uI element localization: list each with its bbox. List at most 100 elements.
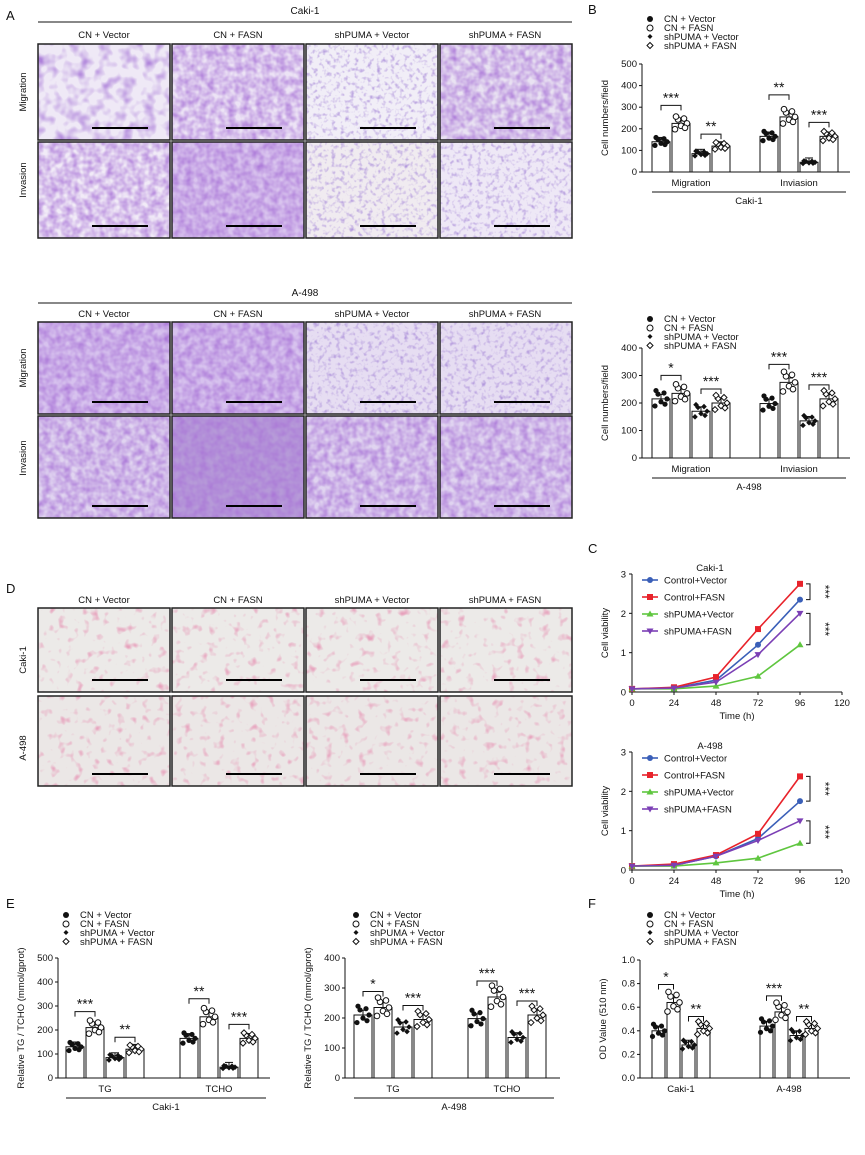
micrograph-d-a498-1 — [37, 695, 171, 787]
data-point — [190, 1039, 196, 1045]
data-point — [364, 1018, 370, 1024]
y-tick-label: 0 — [621, 866, 626, 877]
legend-label: CN + Vector — [664, 314, 715, 325]
data-point — [422, 1009, 430, 1018]
data-point — [186, 1037, 192, 1043]
panel-a-a498-col-1: CN + Vector — [78, 309, 129, 320]
data-point — [680, 1037, 687, 1044]
data-point — [414, 1007, 422, 1016]
panel-a-a498-col-4: shPUMA + FASN — [469, 309, 542, 320]
significance-label: * — [668, 359, 674, 375]
data-point — [790, 1029, 797, 1035]
micrograph-d-caki-4 — [439, 607, 573, 693]
legend-marker — [647, 334, 653, 339]
panel-a-caki-col-1: CN + Vector — [78, 30, 129, 41]
data-point — [757, 1029, 764, 1035]
x-tick-label: 120 — [834, 876, 850, 887]
x-tick-label: 0 — [629, 876, 634, 887]
y-tick-label: 100 — [621, 145, 637, 156]
legend-label: shPUMA + FASN — [80, 937, 153, 948]
data-point — [797, 798, 803, 805]
data-point — [793, 1034, 800, 1041]
data-point — [671, 397, 679, 405]
panel-d-col-2: CN + FASN — [213, 595, 262, 606]
data-point — [209, 1019, 217, 1026]
data-point — [711, 145, 719, 153]
significance-label: *** — [818, 622, 832, 636]
chart-b-caki: 0 100 200 300 400 500 Cell numbers/field Migrat… — [600, 14, 850, 207]
significance-label: *** — [663, 89, 680, 105]
data-point — [661, 1028, 668, 1034]
data-point — [796, 818, 804, 825]
significance-bracket — [516, 1000, 538, 1006]
data-point — [480, 1016, 486, 1022]
data-point — [658, 140, 664, 146]
data-point — [763, 1026, 770, 1032]
data-point — [689, 1045, 696, 1051]
y-tick-label: 400 — [324, 953, 340, 964]
panel-d-micrographs: CN + Vector CN + FASN shPUMA + Vector sh… — [18, 595, 573, 787]
data-point — [797, 773, 803, 780]
data-point — [796, 641, 804, 648]
data-point — [770, 136, 776, 143]
data-point — [671, 125, 679, 133]
x-tick-label: 120 — [834, 698, 850, 709]
data-point — [85, 1030, 93, 1037]
x-tick-label: 72 — [753, 876, 764, 887]
data-point — [664, 396, 670, 402]
legend-label: CN + FASN — [80, 919, 129, 930]
micrograph-caki-invasion-2 — [171, 141, 305, 239]
legend-label: shPUMA+Vector — [664, 610, 734, 621]
legend-label: shPUMA + FASN — [664, 937, 737, 948]
data-point — [658, 399, 664, 405]
category-label: TCHO — [206, 1084, 233, 1095]
significance-label: * — [370, 976, 376, 992]
data-point — [702, 412, 708, 419]
significance-bracket — [362, 991, 384, 997]
data-point — [682, 1039, 689, 1046]
data-point — [797, 580, 803, 587]
legend-label: CN + FASN — [664, 323, 713, 334]
micrograph-caki-invasion-3 — [305, 141, 439, 239]
significance-label: *** — [479, 965, 496, 981]
data-point — [354, 1019, 360, 1026]
legend-label: shPUMA + FASN — [664, 41, 737, 52]
data-point — [787, 1037, 794, 1044]
legend-label: shPUMA + Vector — [664, 332, 739, 343]
data-point — [701, 403, 707, 410]
data-point — [704, 408, 710, 415]
y-axis-label: Cell viability — [600, 786, 611, 836]
data-point — [801, 1030, 810, 1039]
legend-label: Control+FASN — [664, 593, 725, 604]
data-point — [674, 1005, 681, 1013]
y-tick-label: 0.0 — [622, 1073, 635, 1084]
data-point — [692, 153, 698, 159]
data-point — [692, 414, 698, 420]
significance-bracket — [700, 388, 722, 394]
category-label: A-498 — [776, 1084, 801, 1095]
data-point — [755, 830, 761, 837]
data-point — [67, 1039, 73, 1046]
chart-c-a498: 0 1 2 3 0 24 48 72 96 120 Time (h) Cell viability A-… — [600, 741, 850, 900]
category-label: Inviasion — [780, 464, 818, 475]
data-point — [680, 383, 688, 391]
data-point — [721, 404, 729, 412]
data-point — [239, 1039, 247, 1047]
data-point — [520, 1034, 526, 1041]
panel-d-col-1: CN + Vector — [78, 595, 129, 606]
data-point — [796, 839, 804, 846]
data-point — [691, 1042, 698, 1048]
data-point — [782, 1014, 789, 1022]
data-point — [754, 672, 762, 679]
y-tick-label: 200 — [621, 124, 637, 135]
legend-marker — [647, 16, 653, 22]
data-point — [423, 1021, 431, 1029]
micrograph-caki-invasion-4 — [439, 141, 573, 239]
data-point — [803, 415, 809, 421]
legend-marker — [647, 755, 653, 761]
data-point — [249, 1038, 257, 1046]
data-point — [806, 419, 812, 426]
y-tick-label: 3 — [621, 748, 626, 759]
y-axis-label: Relative TG / TCHO (mmol/gprot) — [303, 947, 314, 1088]
data-point — [810, 160, 816, 166]
